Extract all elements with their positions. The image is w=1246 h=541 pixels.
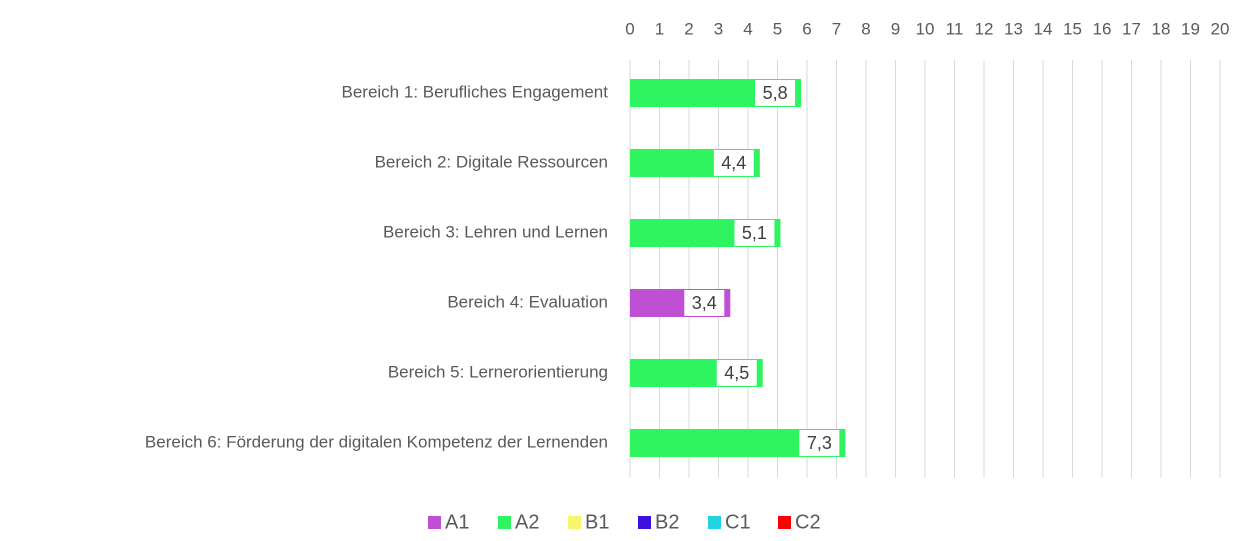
x-tick-label: 16 [1093, 19, 1112, 38]
x-tick-label: 4 [743, 19, 752, 38]
data-label-bg [716, 360, 757, 386]
category-label: Bereich 4: Evaluation [447, 292, 608, 311]
x-tick-label: 5 [773, 19, 782, 38]
x-tick-label: 11 [946, 19, 964, 38]
data-label: 4,5 [724, 363, 749, 383]
legend-swatch [498, 516, 511, 529]
x-tick-label: 14 [1034, 19, 1053, 38]
category-label: Bereich 5: Lernerorientierung [388, 362, 608, 381]
x-tick-label: 13 [1004, 19, 1023, 38]
legend-swatch [708, 516, 721, 529]
x-tick-label: 6 [802, 19, 811, 38]
x-tick-label: 17 [1122, 19, 1141, 38]
x-tick-label: 10 [916, 19, 935, 38]
legend-swatch [638, 516, 651, 529]
x-tick-label: 19 [1181, 19, 1200, 38]
data-label-bg [734, 220, 775, 246]
x-tick-label: 12 [975, 19, 994, 38]
legend-swatch [428, 516, 441, 529]
x-tick-label: 2 [684, 19, 693, 38]
legend-label: C1 [725, 511, 751, 533]
legend-swatch [568, 516, 581, 529]
data-label-bg [755, 80, 796, 106]
x-tick-label: 8 [861, 19, 870, 38]
category-label: Bereich 2: Digitale Ressourcen [375, 152, 608, 171]
data-label-bg [799, 430, 840, 456]
data-label: 3,4 [692, 293, 717, 313]
data-label: 5,1 [742, 223, 767, 243]
data-label-bg [684, 290, 725, 316]
x-tick-label: 0 [625, 19, 634, 38]
legend-swatch [778, 516, 791, 529]
data-label: 5,8 [763, 83, 788, 103]
x-tick-label: 7 [832, 19, 841, 38]
x-tick-label: 20 [1211, 19, 1230, 38]
category-label: Bereich 3: Lehren und Lernen [383, 222, 608, 241]
x-tick-label: 18 [1152, 19, 1171, 38]
legend-label: A1 [445, 511, 469, 533]
legend-label: B2 [655, 511, 679, 533]
x-tick-label: 3 [714, 19, 723, 38]
x-tick-label: 15 [1063, 19, 1082, 38]
legend-label: C2 [795, 511, 821, 533]
x-tick-label: 9 [891, 19, 900, 38]
legend-label: A2 [515, 511, 539, 533]
x-tick-label: 1 [655, 19, 664, 38]
category-label: Bereich 1: Berufliches Engagement [342, 82, 609, 101]
category-label: Bereich 6: Förderung der digitalen Kompe… [145, 432, 608, 451]
data-label: 4,4 [721, 153, 746, 173]
data-label-bg [713, 150, 754, 176]
legend-label: B1 [585, 511, 609, 533]
data-label: 7,3 [807, 433, 832, 453]
